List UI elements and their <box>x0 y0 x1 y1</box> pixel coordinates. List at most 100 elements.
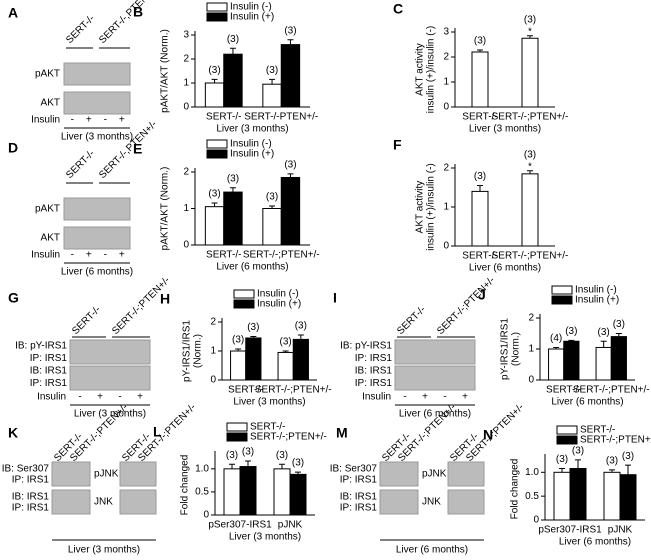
x-tick-label: SERT-/- <box>206 250 241 261</box>
y-tick-label: 1 <box>210 346 216 357</box>
error-bar <box>568 339 575 342</box>
x-axis-label: Liver (3 months) <box>229 532 301 543</box>
blot-band <box>51 489 91 515</box>
legend-swatch <box>226 432 248 442</box>
n-label: (3) <box>227 173 239 184</box>
y-tick-label: 0 <box>210 375 216 386</box>
legend-label: Insulin (-) <box>230 139 272 150</box>
panel-label: G <box>8 290 19 306</box>
x-axis-label: Liver (6 months) <box>559 537 631 548</box>
y-axis-label: pAKT/AKT (Norm.) <box>160 29 171 113</box>
bar <box>262 208 282 246</box>
legend-label: SERT-/-;PTEN+/- <box>250 432 327 443</box>
insulin-sign: + <box>86 250 92 261</box>
row-label: IP: IRS1 <box>355 353 393 364</box>
legend-swatch <box>233 299 255 309</box>
legend-label: SERT-/- <box>580 425 615 436</box>
bar <box>553 471 571 521</box>
legend-swatch <box>556 435 578 445</box>
y-axis-label: AKT activity <box>415 43 426 96</box>
blot-band <box>63 226 131 250</box>
row-label: JNK <box>94 497 113 508</box>
y-tick-label: 2 <box>183 54 189 65</box>
row-label: pJNK <box>422 469 447 480</box>
error-bar <box>229 47 236 55</box>
y-tick-label: 0.5 <box>195 487 209 498</box>
panel-label: L <box>153 424 162 440</box>
error-bar <box>250 336 257 338</box>
y-tick-label: 2 <box>528 313 534 324</box>
n-label: (3) <box>598 327 610 338</box>
panel-label: N <box>483 427 493 443</box>
y-axis-label: insulin (+)/insulin (-) <box>426 26 437 114</box>
x-tick-label: pSer307-IRS1 <box>538 525 602 536</box>
legend-swatch <box>206 149 228 159</box>
y-axis-label: (Norm.) <box>193 334 204 368</box>
n-label: (3) <box>292 458 304 469</box>
x-tick-label: SERT-/-;PTEN+/- <box>492 251 569 262</box>
legend-label: Insulin (-) <box>257 289 299 300</box>
legend-label: Insulin (-) <box>575 285 617 296</box>
bar <box>204 206 225 246</box>
y-axis-label: (Norm.) <box>511 332 522 366</box>
legend-swatch <box>233 289 255 299</box>
blot-band <box>394 339 476 365</box>
error-bar <box>609 469 615 473</box>
n-label: (3) <box>280 337 292 348</box>
x-tick-label: SERT-/-;PTEN+/- <box>573 385 650 396</box>
row-label: IB: IRS1 <box>355 366 393 377</box>
lane-header: SERT-/- <box>64 148 97 181</box>
panel-label: K <box>8 425 18 441</box>
error-bar <box>295 471 301 475</box>
bar <box>563 340 580 381</box>
blot-band <box>379 461 419 487</box>
insulin-sign: - <box>403 392 406 403</box>
y-tick-label: 1 <box>183 78 189 89</box>
y-axis-label: pY-IRS1/IRS1 <box>182 320 193 382</box>
legend-label: Insulin (+) <box>230 12 274 23</box>
y-tick-label: 1.0 <box>525 467 539 478</box>
row-label: IP: IRS1 <box>30 378 68 389</box>
error-bar <box>615 333 622 337</box>
x-tick-label: pJNK <box>608 525 633 536</box>
y-axis-label: Fold changed <box>180 455 191 516</box>
bar <box>569 467 587 521</box>
footer: Liver (3 months) <box>74 409 146 420</box>
y-tick-label: 0 <box>443 102 449 113</box>
panel-label: A <box>8 5 18 21</box>
blot-band <box>51 461 91 487</box>
blot-band <box>447 489 485 515</box>
bar <box>619 474 637 521</box>
bar <box>230 350 247 381</box>
y-tick-label: 1 <box>443 77 449 88</box>
lane-header: SERT-/- <box>395 304 428 337</box>
panel-label: E <box>133 141 142 157</box>
bar <box>471 51 489 108</box>
n-label: (3) <box>247 322 259 333</box>
n-label: (3) <box>295 321 307 332</box>
n-label: (3) <box>524 149 536 160</box>
n-label: (3) <box>208 189 220 200</box>
n-label: (3) <box>474 171 486 182</box>
blot-band <box>69 339 151 365</box>
row-label: AKT <box>41 233 60 244</box>
panel-label: D <box>8 140 18 156</box>
row-label: IB: IRS1 <box>12 492 50 503</box>
blot-band <box>394 365 476 391</box>
error-bar <box>229 463 235 469</box>
x-axis-label: Liver (3 months) <box>233 397 305 408</box>
x-tick-label: SERT-/- <box>546 385 581 396</box>
n-label: (3) <box>266 65 278 76</box>
y-tick-label: 0 <box>183 102 189 113</box>
y-tick-label: 1.0 <box>195 463 209 474</box>
panel-label: M <box>336 425 348 441</box>
n-label: (3) <box>208 65 220 76</box>
insulin-sign: + <box>86 115 92 126</box>
bar <box>280 176 301 246</box>
x-axis-label: Liver (6 months) <box>216 262 288 273</box>
legend-swatch <box>226 422 248 432</box>
blot-band <box>69 365 151 391</box>
y-axis-label: AKT activity <box>415 181 426 234</box>
insulin-sign: + <box>137 392 143 403</box>
